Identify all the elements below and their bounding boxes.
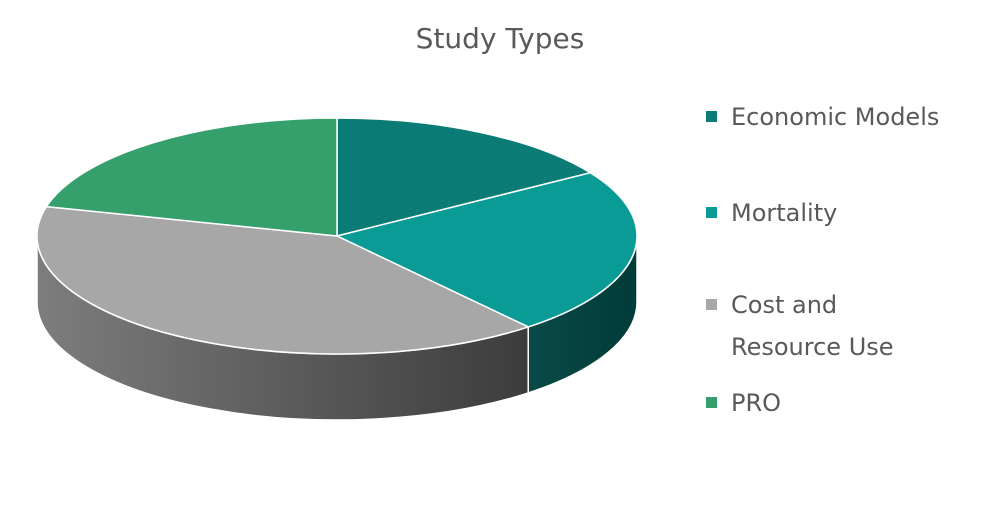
- legend-swatch: [706, 207, 717, 218]
- pie-slice: [45, 117, 338, 237]
- legend-label: PRO: [731, 389, 782, 417]
- legend-label: Economic Models: [731, 103, 940, 131]
- legend-swatch: [706, 111, 717, 122]
- pie-slice: [334, 171, 638, 328]
- legend-item: Economic Models: [706, 96, 939, 138]
- chart-title: Study Types: [415, 22, 585, 55]
- legend-label: Mortality: [731, 199, 838, 227]
- pie-slice: [36, 205, 531, 355]
- legend-item: Cost and Resource Use: [706, 284, 894, 368]
- legend-swatch: [706, 397, 717, 408]
- legend-swatch: [706, 299, 717, 310]
- legend-item: PRO: [706, 382, 781, 424]
- pie-slice: [336, 117, 593, 237]
- legend-item: Mortality: [706, 192, 837, 234]
- legend-label: Cost and Resource Use: [731, 291, 894, 361]
